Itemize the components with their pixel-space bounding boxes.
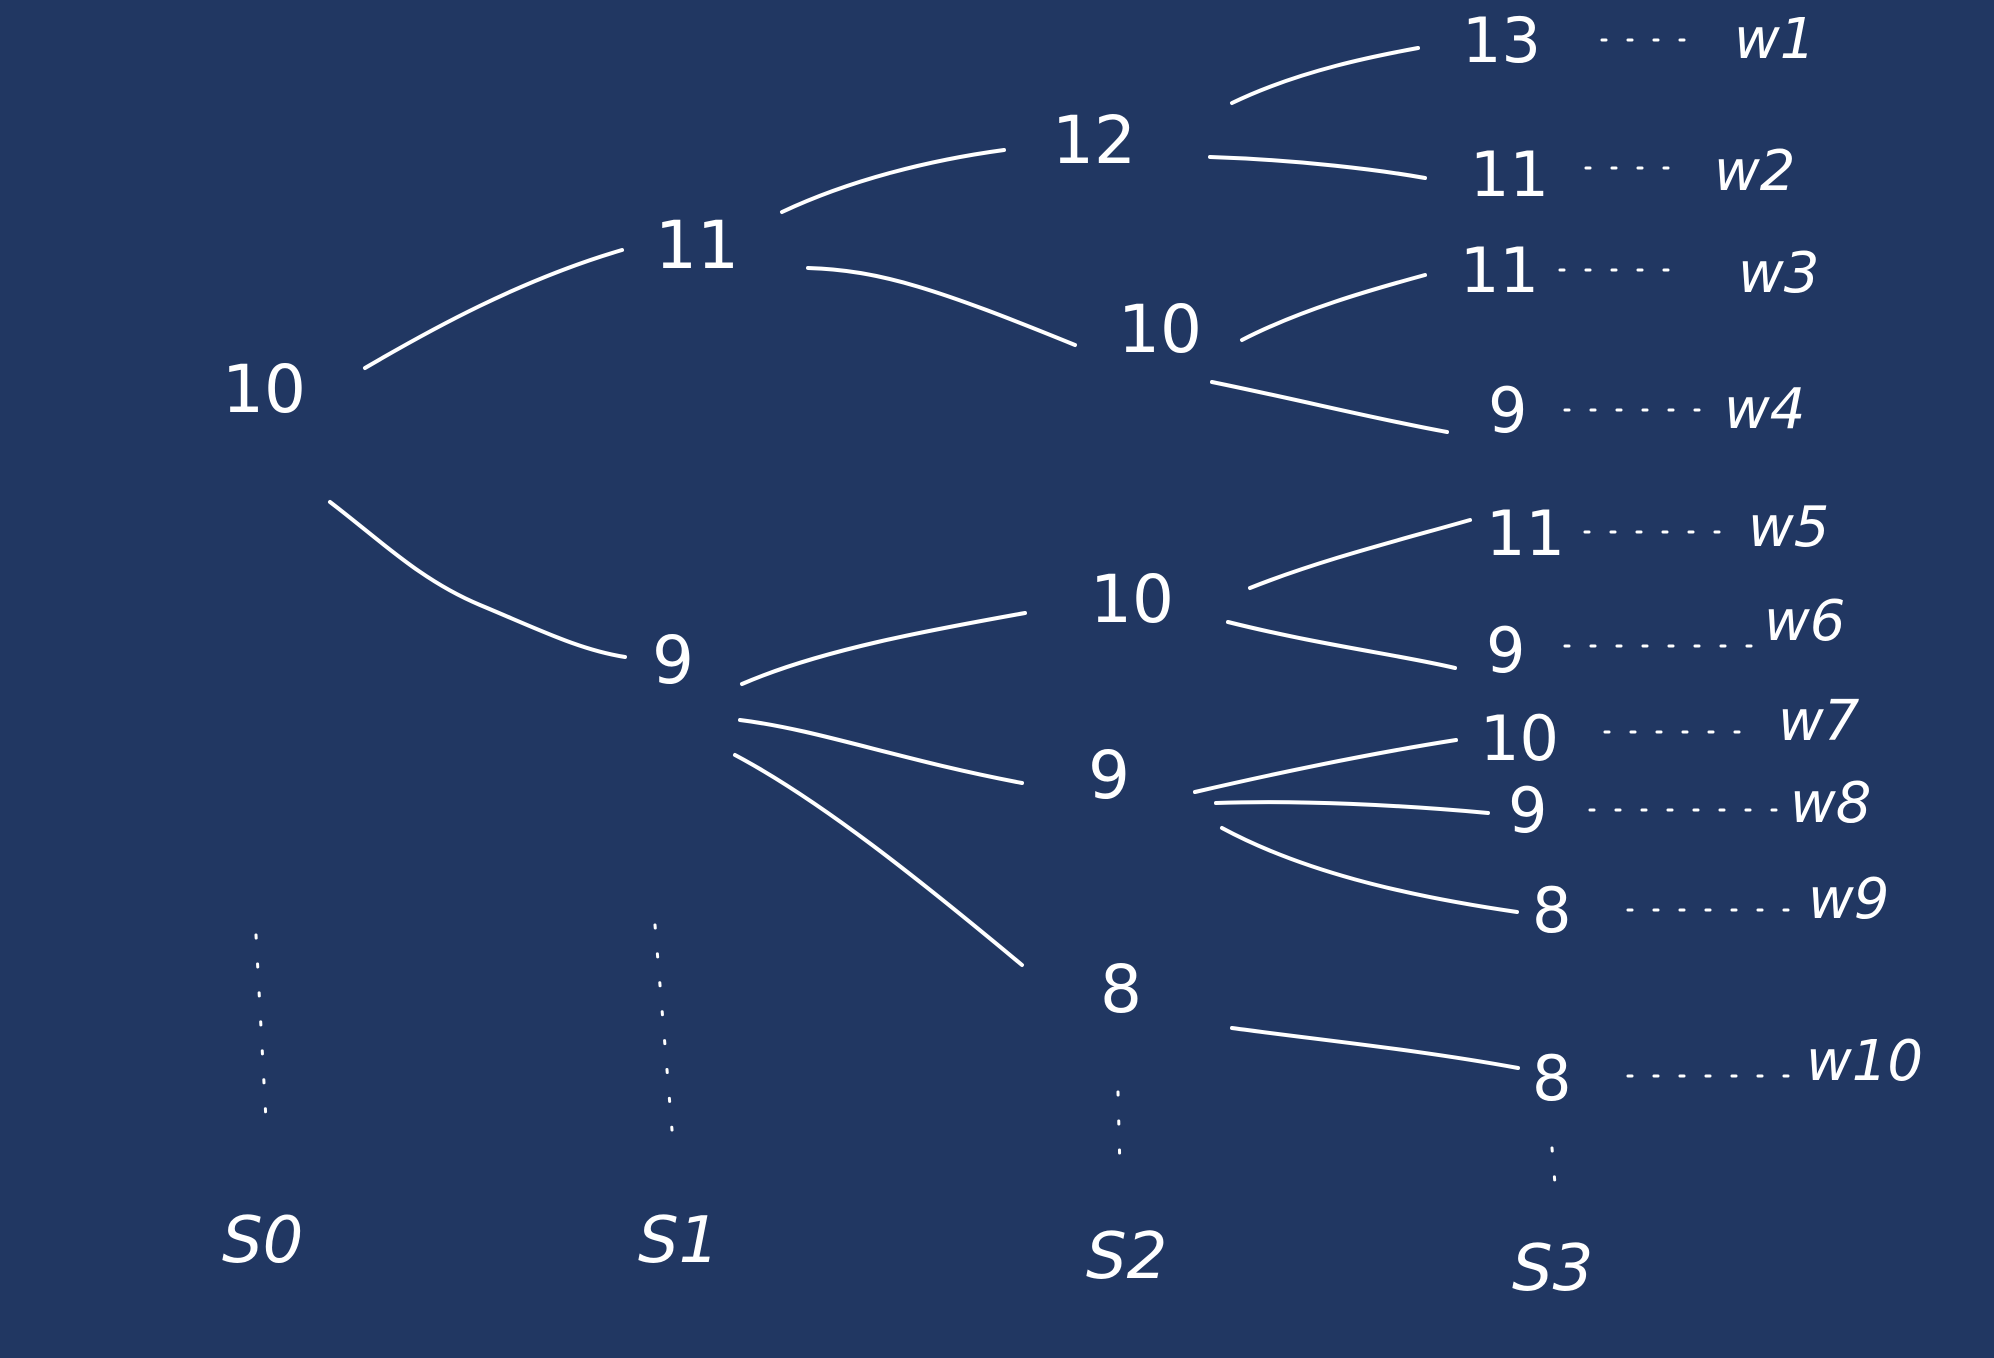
outcome-w2: w2	[1714, 139, 1795, 204]
leaf-6: 9	[1486, 614, 1525, 687]
node-s1-up: 11	[655, 207, 739, 284]
leaf-3: 11	[1460, 234, 1539, 307]
node-s2-b: 10	[1118, 291, 1202, 368]
edge-9b-10	[1193, 738, 1458, 794]
edge-9b-8	[1220, 826, 1519, 914]
outcome-w10: w10	[1806, 1029, 1923, 1094]
leaf-5: 11	[1486, 497, 1565, 570]
edge-root-down	[328, 500, 627, 659]
outcome-w4: w4	[1724, 377, 1805, 442]
edge-12-13	[1230, 46, 1420, 105]
edge-11-12	[780, 148, 1006, 214]
node-s1-down: 9	[652, 622, 694, 699]
outcome-w3: w3	[1738, 241, 1819, 306]
leaf-9: 8	[1532, 874, 1571, 947]
outcome-w8: w8	[1790, 771, 1871, 836]
leaf-1: 13	[1462, 4, 1541, 77]
time-label-s3: S3	[1512, 1232, 1593, 1306]
edge-8-8	[1230, 1026, 1520, 1070]
edge-9b-9	[1214, 800, 1490, 815]
node-s2-e: 8	[1100, 951, 1142, 1028]
edge-9-9	[738, 718, 1024, 785]
node-s0: 10	[222, 351, 306, 428]
time-label-s1: S1	[638, 1204, 719, 1278]
leaf-2: 11	[1470, 138, 1549, 211]
node-s2-d: 9	[1088, 737, 1130, 814]
edge-9-8	[733, 753, 1024, 967]
edge-12-11	[1208, 155, 1427, 180]
time-guide-s3	[1550, 1146, 1558, 1198]
outcome-w9: w9	[1808, 867, 1889, 932]
outcome-w1: w1	[1734, 7, 1815, 72]
edge-11-10	[806, 266, 1077, 347]
edge-10b-11	[1248, 518, 1472, 590]
outcome-w5: w5	[1748, 495, 1829, 560]
node-s2-a: 12	[1052, 102, 1136, 179]
edge-9-10	[740, 611, 1027, 686]
leaf-4: 9	[1488, 374, 1527, 447]
outcome-w7: w7	[1778, 689, 1860, 754]
node-s2-c: 10	[1090, 561, 1174, 638]
leaf-7: 10	[1480, 702, 1559, 775]
edge-root-up	[363, 248, 624, 370]
outcome-w6: w6	[1764, 589, 1845, 654]
leaf-10: 8	[1532, 1042, 1571, 1115]
leaf-8: 9	[1508, 774, 1547, 847]
time-guide-s2	[1116, 1090, 1122, 1172]
time-guide-s0	[254, 933, 268, 1122]
time-label-s2: S2	[1086, 1220, 1167, 1294]
edge-10a-9	[1210, 380, 1449, 434]
edge-10b-9	[1226, 620, 1457, 670]
edge-10a-11	[1240, 273, 1427, 342]
time-label-s0: S0	[222, 1204, 303, 1278]
time-guide-s1	[653, 923, 674, 1132]
